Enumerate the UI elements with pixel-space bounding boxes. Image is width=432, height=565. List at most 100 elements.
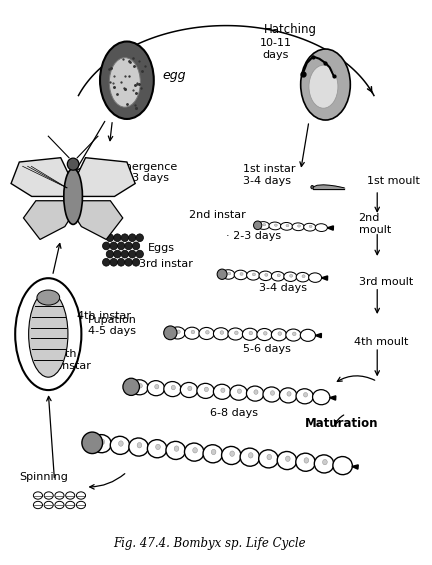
Polygon shape xyxy=(23,201,73,240)
Polygon shape xyxy=(327,226,334,230)
Ellipse shape xyxy=(29,291,68,377)
Ellipse shape xyxy=(37,290,60,305)
Text: Hatching: Hatching xyxy=(264,23,316,36)
Ellipse shape xyxy=(230,451,235,457)
Ellipse shape xyxy=(118,441,123,446)
Text: Pupation
4-5 days: Pupation 4-5 days xyxy=(88,315,137,336)
Circle shape xyxy=(102,242,110,250)
Polygon shape xyxy=(11,158,73,197)
Ellipse shape xyxy=(55,492,64,499)
Ellipse shape xyxy=(286,456,290,462)
Ellipse shape xyxy=(277,451,297,470)
Ellipse shape xyxy=(314,455,334,473)
Ellipse shape xyxy=(257,221,270,229)
Ellipse shape xyxy=(237,389,241,393)
Ellipse shape xyxy=(301,49,350,120)
Ellipse shape xyxy=(247,271,260,280)
Ellipse shape xyxy=(166,441,185,459)
Ellipse shape xyxy=(315,224,327,232)
Ellipse shape xyxy=(137,442,142,448)
Ellipse shape xyxy=(129,438,148,456)
Ellipse shape xyxy=(147,381,165,395)
Ellipse shape xyxy=(313,390,330,405)
Ellipse shape xyxy=(76,492,86,499)
Ellipse shape xyxy=(263,224,266,226)
Text: 5th
instar: 5th instar xyxy=(59,349,91,371)
Text: 3rd instar: 3rd instar xyxy=(139,259,193,270)
Text: 4th moult: 4th moult xyxy=(355,337,409,347)
Ellipse shape xyxy=(254,221,262,229)
Circle shape xyxy=(118,242,125,250)
Ellipse shape xyxy=(221,388,225,393)
Ellipse shape xyxy=(174,446,179,451)
Ellipse shape xyxy=(311,185,314,189)
Ellipse shape xyxy=(271,329,286,341)
Ellipse shape xyxy=(222,446,241,464)
Text: 2nd instar: 2nd instar xyxy=(189,210,246,220)
Ellipse shape xyxy=(235,331,238,334)
Ellipse shape xyxy=(274,224,277,227)
Circle shape xyxy=(110,242,118,250)
Ellipse shape xyxy=(289,275,293,277)
Ellipse shape xyxy=(44,492,53,499)
Ellipse shape xyxy=(123,378,140,395)
Polygon shape xyxy=(330,396,336,400)
Ellipse shape xyxy=(242,328,257,340)
Text: 1st instar
3-4 days: 1st instar 3-4 days xyxy=(243,164,295,185)
Circle shape xyxy=(106,250,114,258)
Text: 3rd moult: 3rd moult xyxy=(359,277,413,286)
Ellipse shape xyxy=(55,501,64,509)
Text: · 2-3 days: · 2-3 days xyxy=(226,232,281,241)
Ellipse shape xyxy=(184,327,200,339)
Text: 4th instar: 4th instar xyxy=(77,311,131,321)
Ellipse shape xyxy=(249,331,253,335)
Ellipse shape xyxy=(188,386,192,391)
Ellipse shape xyxy=(267,454,272,460)
Ellipse shape xyxy=(230,385,247,400)
Ellipse shape xyxy=(296,453,315,471)
Ellipse shape xyxy=(309,65,338,108)
Circle shape xyxy=(110,258,118,266)
Polygon shape xyxy=(73,158,135,197)
Ellipse shape xyxy=(171,385,175,390)
Ellipse shape xyxy=(191,330,195,334)
Circle shape xyxy=(132,242,140,250)
Ellipse shape xyxy=(286,329,301,341)
Text: egg: egg xyxy=(162,69,186,82)
Ellipse shape xyxy=(67,158,79,170)
Ellipse shape xyxy=(177,330,180,333)
Ellipse shape xyxy=(92,434,111,453)
Polygon shape xyxy=(315,333,321,338)
Ellipse shape xyxy=(304,458,309,463)
Ellipse shape xyxy=(271,272,284,281)
Circle shape xyxy=(129,234,136,242)
Text: 2nd
moult: 2nd moult xyxy=(359,214,391,235)
Ellipse shape xyxy=(66,501,75,509)
Ellipse shape xyxy=(292,332,296,336)
Circle shape xyxy=(114,234,121,242)
Ellipse shape xyxy=(292,223,304,231)
Ellipse shape xyxy=(264,332,267,335)
Ellipse shape xyxy=(287,392,291,396)
Ellipse shape xyxy=(155,384,159,389)
Circle shape xyxy=(125,258,132,266)
Ellipse shape xyxy=(197,383,214,398)
Ellipse shape xyxy=(184,443,204,461)
Ellipse shape xyxy=(298,225,301,227)
Ellipse shape xyxy=(280,223,293,230)
Circle shape xyxy=(106,234,114,242)
Ellipse shape xyxy=(296,389,313,404)
Circle shape xyxy=(136,250,143,258)
Ellipse shape xyxy=(265,273,268,276)
Ellipse shape xyxy=(263,387,280,402)
Ellipse shape xyxy=(303,393,308,397)
Circle shape xyxy=(132,258,140,266)
Circle shape xyxy=(129,250,136,258)
Text: Fig. 47.4. Bombyx sp. Life Cycle: Fig. 47.4. Bombyx sp. Life Cycle xyxy=(113,537,306,550)
Ellipse shape xyxy=(147,440,167,458)
Ellipse shape xyxy=(217,269,227,280)
Ellipse shape xyxy=(280,388,297,403)
Circle shape xyxy=(114,250,121,258)
Ellipse shape xyxy=(206,331,209,334)
Ellipse shape xyxy=(211,449,216,455)
